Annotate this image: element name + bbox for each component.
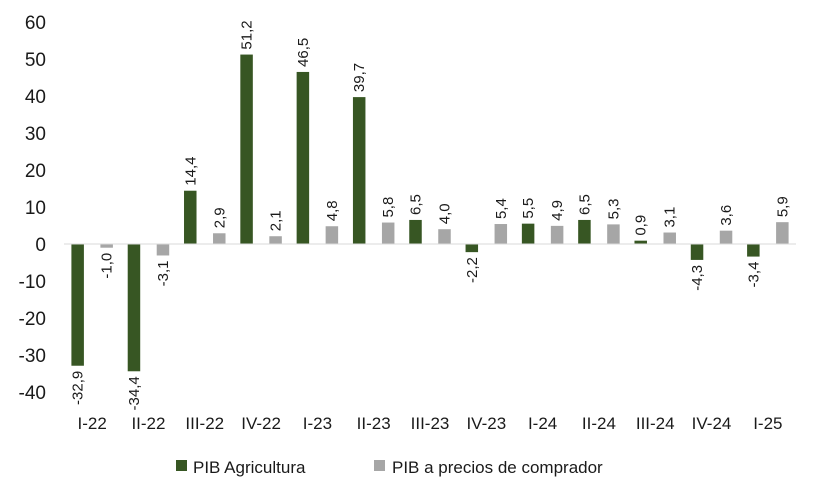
bar-agricultura — [465, 244, 479, 253]
legend-swatch-pib — [374, 460, 385, 471]
bar-agricultura — [578, 219, 591, 244]
bar-pib — [494, 224, 508, 244]
legend-swatch-agricultura — [176, 460, 187, 471]
data-label-agricultura: -3,4 — [745, 262, 762, 288]
y-tick-label: 0 — [35, 235, 46, 256]
x-tick-label: II-22 — [131, 414, 165, 433]
data-label-agricultura: 6,5 — [576, 194, 593, 215]
bar-agricultura — [352, 97, 366, 244]
y-axis: 60 50 40 30 20 10 0 -10 -20 -30 -40 — [19, 13, 46, 404]
data-label-pib: 3,6 — [718, 205, 735, 226]
bar-pib — [156, 244, 170, 256]
y-tick-label: -30 — [19, 346, 46, 367]
data-label-pib: 4,0 — [437, 203, 454, 224]
bar-agricultura — [127, 244, 141, 372]
bar-pib — [719, 230, 733, 244]
bar-pib — [776, 222, 789, 244]
data-label-agricultura: 51,2 — [239, 20, 256, 49]
data-label-pib: 5,3 — [605, 199, 622, 220]
y-tick-label: 40 — [25, 87, 46, 108]
x-tick-label: II-24 — [582, 414, 616, 433]
bar-pib — [663, 232, 676, 244]
bar-agricultura — [184, 190, 197, 244]
y-tick-label: 50 — [25, 50, 46, 71]
bar-pib — [213, 233, 226, 244]
data-label-pib: 5,9 — [774, 196, 791, 217]
data-label-agricultura: 46,5 — [295, 38, 312, 67]
bar-agricultura — [747, 244, 760, 257]
bar-pib — [100, 244, 113, 248]
y-tick-label: 30 — [25, 124, 46, 145]
data-label-pib: -1,0 — [99, 253, 116, 279]
bar-pib — [269, 236, 282, 244]
data-label-pib: 4,9 — [549, 200, 566, 221]
data-label-pib: -3,1 — [155, 260, 172, 286]
bar-agricultura — [634, 240, 647, 244]
x-tick-label: IV-24 — [692, 414, 732, 433]
x-tick-label: III-24 — [636, 414, 675, 433]
legend-label-pib: PIB a precios de comprador — [392, 458, 603, 477]
x-tick-label: III-23 — [411, 414, 450, 433]
data-label-pib: 5,4 — [493, 198, 510, 219]
x-tick-label: I-23 — [303, 414, 332, 433]
bar-agricultura — [690, 244, 704, 260]
bar-pib — [550, 225, 564, 244]
bars — [71, 54, 789, 372]
y-tick-label: -40 — [19, 383, 46, 404]
data-label-agricultura: 6,5 — [408, 194, 425, 215]
x-tick-label: I-22 — [78, 414, 107, 433]
legend: PIB Agricultura PIB a precios de comprad… — [176, 458, 603, 477]
bar-agricultura — [240, 54, 253, 245]
data-label-pib: 2,9 — [211, 207, 228, 228]
data-label-agricultura: -32,9 — [70, 371, 87, 405]
bar-agricultura — [521, 223, 535, 244]
data-label-agricultura: 39,7 — [351, 63, 368, 92]
bar-agricultura — [296, 71, 310, 244]
x-axis: I-22 II-22 III-22 IV-22 I-23 II-23 III-23 IV-23… — [78, 414, 783, 433]
data-label-pib: 5,8 — [380, 197, 397, 218]
y-tick-label: -10 — [19, 272, 46, 293]
x-tick-label: I-25 — [753, 414, 782, 433]
data-label-agricultura: 14,4 — [182, 157, 199, 186]
bar-agricultura — [409, 219, 422, 244]
y-tick-label: 10 — [25, 198, 46, 219]
x-tick-label: II-23 — [357, 414, 391, 433]
data-label-agricultura: 5,5 — [520, 198, 537, 219]
x-tick-label: IV-22 — [241, 414, 281, 433]
y-tick-label: 60 — [25, 13, 46, 34]
bar-pib — [438, 229, 451, 244]
data-label-agricultura: -2,2 — [464, 257, 481, 283]
data-label-agricultura: -34,4 — [126, 376, 143, 410]
data-labels: -32,9 -1,0 -34,4 -3,1 14,4 2,9 51,2 2,1 46,5 4,8 3… — [70, 20, 792, 410]
bar-pib — [325, 226, 339, 244]
data-label-agricultura: -4,3 — [689, 265, 706, 291]
bar-pib — [607, 224, 620, 244]
y-tick-label: -20 — [19, 309, 46, 330]
data-label-agricultura: 0,9 — [633, 215, 650, 236]
bar-agricultura — [71, 244, 84, 366]
x-tick-label: III-22 — [185, 414, 224, 433]
data-label-pib: 4,8 — [324, 200, 341, 221]
data-label-pib: 3,1 — [662, 207, 679, 228]
data-label-pib: 2,1 — [268, 210, 285, 231]
x-tick-label: I-24 — [528, 414, 557, 433]
bar-pib — [381, 222, 395, 244]
legend-label-agricultura: PIB Agricultura — [193, 458, 306, 477]
x-tick-label: IV-23 — [466, 414, 506, 433]
y-tick-label: 20 — [25, 161, 46, 182]
